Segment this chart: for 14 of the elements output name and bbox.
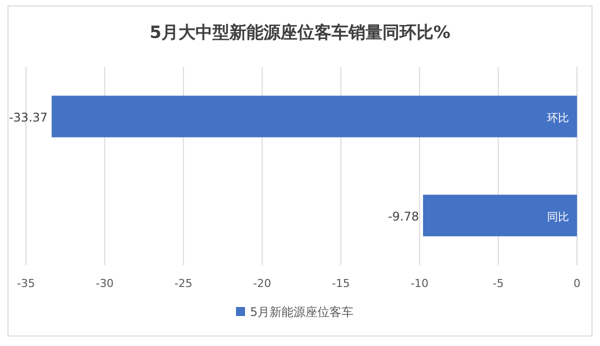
data-label: -33.37 bbox=[8, 110, 48, 124]
x-tick-label: -5 bbox=[492, 277, 504, 290]
x-tick-label: -10 bbox=[410, 277, 429, 290]
x-tick-label: -25 bbox=[174, 277, 192, 290]
data-label: -9.78 bbox=[388, 210, 420, 224]
y-tick-label: 环比 bbox=[547, 112, 569, 124]
x-tick-label: 0 bbox=[574, 277, 580, 290]
legend-label: 5月新能源座位客车 bbox=[250, 305, 354, 319]
x-tick-label: -30 bbox=[96, 277, 114, 290]
y-tick-label: 同比 bbox=[547, 210, 569, 224]
x-tick-label: -35 bbox=[17, 277, 35, 290]
x-tick-label: -15 bbox=[332, 277, 350, 290]
x-tick-label: -20 bbox=[253, 277, 272, 290]
title: 5月大中型新能源座位客车销量同环比% bbox=[150, 23, 450, 43]
